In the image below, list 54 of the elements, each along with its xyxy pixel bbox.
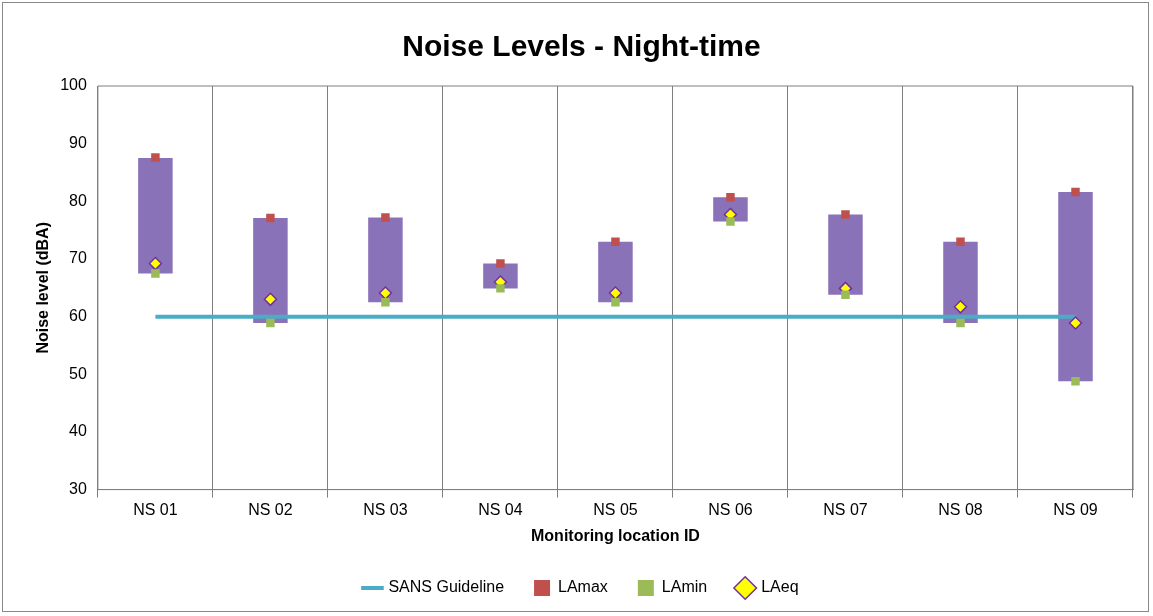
- y-tick-label: 80: [69, 191, 87, 209]
- bar: [368, 217, 403, 303]
- point: [611, 237, 620, 246]
- point: [1068, 316, 1083, 330]
- point: [608, 286, 623, 300]
- x-tick-label: NS 02: [248, 500, 293, 518]
- y-tick-label: 100: [60, 76, 87, 94]
- point: [148, 256, 163, 271]
- chart-title: Noise Levels - Night-time: [402, 29, 761, 63]
- point: [151, 153, 160, 162]
- y-tick-label: 60: [69, 307, 87, 325]
- point: [1071, 376, 1080, 386]
- x-tick-label: NS 03: [363, 500, 408, 518]
- bar: [1058, 192, 1093, 382]
- legend-label: LAeq: [761, 578, 799, 596]
- y-tick-label: 50: [69, 364, 87, 382]
- y-tick-label: 30: [69, 480, 87, 498]
- legend-label: LAmin: [661, 578, 708, 596]
- x-tick-label: NS 04: [478, 500, 523, 518]
- point: [726, 193, 735, 202]
- x-tick-label: NS 09: [1053, 500, 1098, 518]
- bar: [253, 218, 288, 323]
- legend-label: LAmax: [558, 578, 608, 596]
- x-tick-label: NS 05: [593, 500, 638, 518]
- point: [1071, 187, 1080, 197]
- point: [841, 290, 850, 299]
- point: [263, 292, 278, 307]
- x-tick-label: NS 08: [938, 500, 983, 518]
- point: [956, 237, 965, 246]
- point: [381, 297, 390, 307]
- bar: [138, 158, 173, 274]
- y-axis-title: Noise level (dBA): [34, 222, 52, 354]
- point: [956, 318, 965, 328]
- x-tick-label: NS 01: [133, 500, 178, 518]
- bar: [828, 214, 863, 295]
- x-axis-title: Monitoring location ID: [531, 526, 700, 544]
- x-tick-label: NS 06: [708, 500, 753, 518]
- x-tick-label: NS 07: [823, 500, 868, 518]
- point: [841, 210, 850, 219]
- point: [378, 286, 393, 300]
- point: [151, 269, 160, 278]
- point: [266, 318, 275, 328]
- point: [726, 217, 735, 226]
- point: [381, 213, 390, 222]
- bar: [598, 241, 633, 303]
- y-tick-label: 90: [69, 134, 87, 152]
- point: [266, 213, 275, 223]
- point: [496, 259, 505, 268]
- legend-label: SANS Guideline: [388, 578, 505, 596]
- y-tick-label: 70: [69, 249, 87, 267]
- point: [496, 284, 505, 293]
- point: [953, 300, 968, 314]
- y-tick-label: 40: [69, 422, 87, 440]
- point: [611, 297, 620, 307]
